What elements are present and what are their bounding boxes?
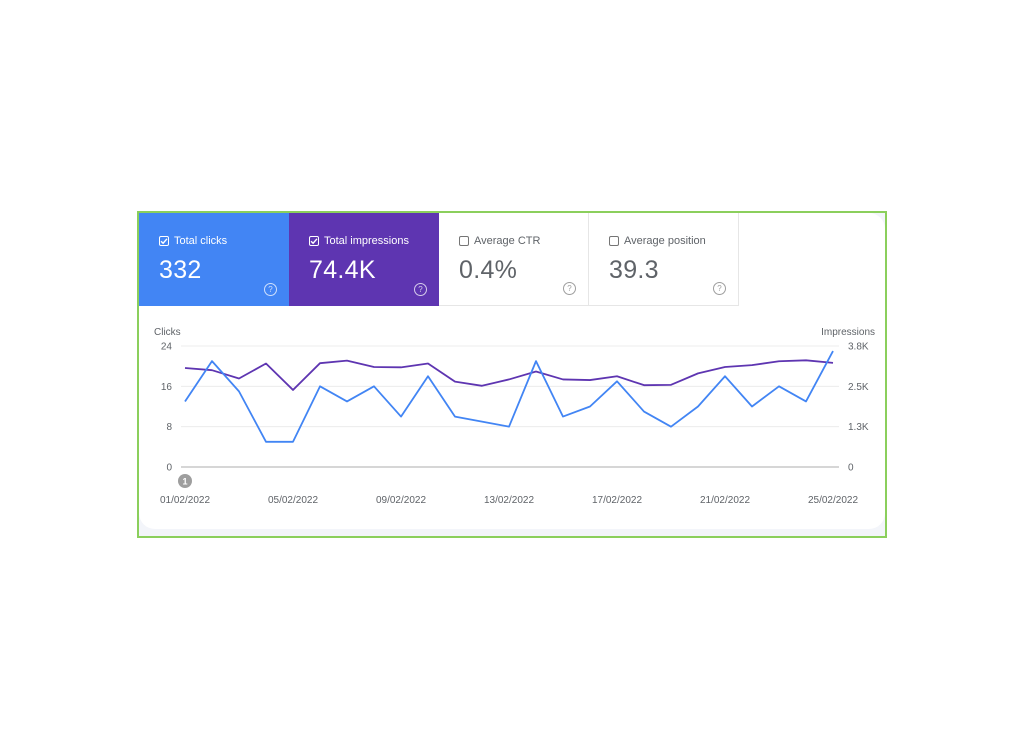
checkbox-checked-icon[interactable]	[309, 236, 319, 246]
metric-value: 39.3	[609, 256, 659, 284]
x-axis-ticks: 01/02/2022 05/02/2022 09/02/2022 13/02/2022…	[160, 495, 858, 506]
performance-widget-frame: Total clicks 332 ? Total impressions 74.…	[137, 211, 887, 538]
svg-text:25/02/2022: 25/02/2022	[808, 495, 858, 506]
grid-lines	[181, 345, 839, 468]
left-axis-title: Clicks	[154, 327, 181, 338]
checkbox-checked-icon[interactable]	[159, 236, 169, 246]
svg-text:13/02/2022: 13/02/2022	[484, 495, 534, 506]
metric-value: 0.4%	[459, 256, 518, 284]
svg-text:05/02/2022: 05/02/2022	[268, 495, 318, 506]
svg-text:16: 16	[161, 382, 173, 393]
metric-tabs: Total clicks 332 ? Total impressions 74.…	[139, 213, 739, 306]
metric-average-ctr[interactable]: Average CTR 0.4% ?	[439, 213, 589, 306]
left-axis-ticks: 0 8 16 24	[161, 342, 173, 474]
checkbox-unchecked-icon[interactable]	[459, 236, 469, 246]
clicks-line	[184, 350, 834, 443]
svg-text:1.3K: 1.3K	[848, 422, 869, 433]
performance-card: Total clicks 332 ? Total impressions 74.…	[139, 213, 885, 529]
svg-text:09/02/2022: 09/02/2022	[376, 495, 426, 506]
svg-text:2.5K: 2.5K	[848, 382, 869, 393]
help-icon[interactable]: ?	[713, 282, 726, 295]
metric-total-clicks[interactable]: Total clicks 332 ?	[139, 213, 289, 306]
svg-text:0: 0	[166, 463, 172, 474]
metric-total-impressions[interactable]: Total impressions 74.4K ?	[289, 213, 439, 306]
svg-text:24: 24	[161, 342, 173, 353]
svg-text:3.8K: 3.8K	[848, 342, 869, 353]
svg-text:21/02/2022: 21/02/2022	[700, 495, 750, 506]
help-icon[interactable]: ?	[563, 282, 576, 295]
metric-average-position[interactable]: Average position 39.3 ?	[589, 213, 739, 306]
metric-label: Average position	[624, 235, 706, 247]
svg-text:17/02/2022: 17/02/2022	[592, 495, 642, 506]
annotation-label: 1	[182, 477, 187, 487]
checkbox-unchecked-icon[interactable]	[609, 236, 619, 246]
metric-label: Average CTR	[474, 235, 541, 247]
help-icon[interactable]: ?	[264, 283, 277, 296]
metric-label: Total clicks	[174, 235, 228, 247]
right-axis-ticks: 0 1.3K 2.5K 3.8K	[848, 342, 869, 474]
annotation-marker[interactable]: 1	[178, 474, 192, 488]
right-axis-title: Impressions	[821, 327, 875, 338]
impressions-line	[184, 359, 834, 391]
svg-text:8: 8	[166, 422, 172, 433]
svg-text:01/02/2022: 01/02/2022	[160, 495, 210, 506]
svg-text:0: 0	[848, 463, 854, 474]
help-icon[interactable]: ?	[414, 283, 427, 296]
metric-value: 74.4K	[309, 256, 376, 284]
metric-value: 332	[159, 256, 202, 284]
metric-label: Total impressions	[324, 235, 409, 247]
